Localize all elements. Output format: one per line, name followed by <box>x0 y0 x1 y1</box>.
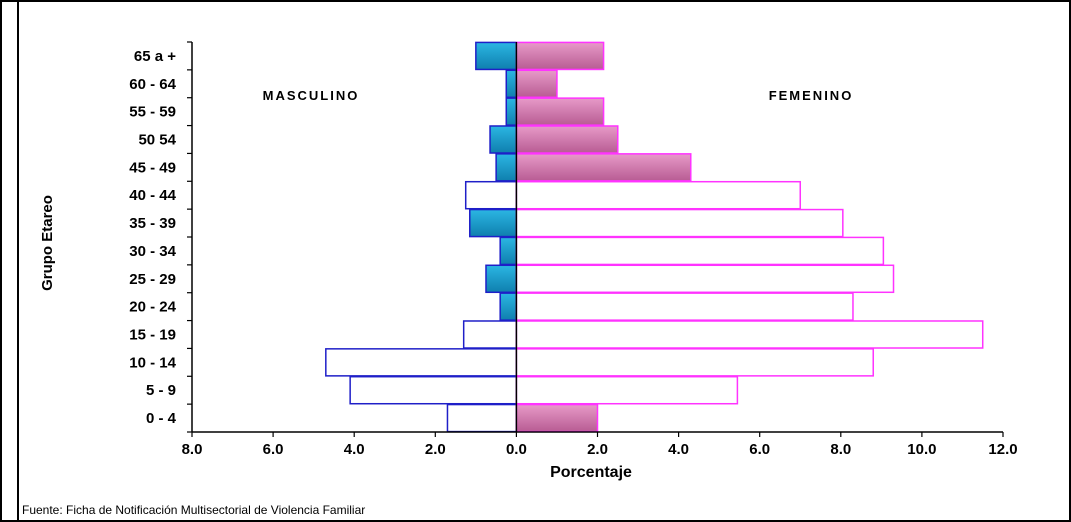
y-tick-label: 30 - 34 <box>129 243 176 260</box>
y-tick-label: 45 - 49 <box>129 159 176 176</box>
x-tick-label: 8.0 <box>182 441 203 458</box>
y-tick-label: 65 a + <box>134 48 176 65</box>
bar-femenino <box>515 97 605 126</box>
bar-femenino <box>515 125 619 154</box>
bar-femenino <box>515 320 984 349</box>
bar-femenino <box>515 348 874 377</box>
bar-masculino <box>499 292 518 321</box>
y-tick-label: 25 - 29 <box>129 271 176 288</box>
bar-masculino <box>462 320 518 349</box>
source-note: Fuente: Ficha de Notificación Multisecto… <box>22 503 365 517</box>
x-tick-label: 2.0 <box>587 441 608 458</box>
bar-femenino <box>515 153 692 182</box>
y-tick-label: 60 - 64 <box>129 76 176 93</box>
bar-femenino <box>515 236 885 266</box>
x-tick-label: 10.0 <box>907 441 936 458</box>
y-tick-label: 55 - 59 <box>129 104 176 121</box>
bar-masculino <box>349 375 518 405</box>
bar-femenino <box>515 69 558 99</box>
bar-masculino <box>475 41 518 71</box>
y-tick-label: 40 - 44 <box>129 187 176 204</box>
y-tick-label: 15 - 19 <box>129 327 176 344</box>
y-tick-label: 50 54 <box>138 132 176 149</box>
y-tick-label: 35 - 39 <box>129 215 176 232</box>
bar-femenino <box>515 403 599 433</box>
x-tick-label: 8.0 <box>830 441 851 458</box>
x-tick-label: 6.0 <box>263 441 284 458</box>
bar-masculino <box>495 153 518 182</box>
bar-masculino <box>464 180 518 210</box>
bar-femenino <box>515 180 802 210</box>
bar-femenino <box>515 41 605 71</box>
bar-masculino <box>485 264 518 294</box>
bar-masculino <box>505 97 518 126</box>
bar-masculino <box>499 236 518 266</box>
x-tick-label: 12.0 <box>988 441 1017 458</box>
femenino-label: FEMENINO <box>769 88 854 103</box>
bar-femenino <box>515 292 854 321</box>
bar-femenino <box>515 208 844 238</box>
bar-femenino <box>515 375 739 405</box>
plot-area: 65 a + 60 - 64 55 - 59 50 54 45 - 49 40 - 44 3… <box>129 41 1018 458</box>
x-tick-label: 2.0 <box>425 441 446 458</box>
bar-masculino <box>469 208 518 238</box>
x-tick-label: 4.0 <box>344 441 365 458</box>
bar-masculino <box>325 348 518 377</box>
y-tick-label: 5 - 9 <box>146 382 176 399</box>
bar-masculino <box>489 125 518 154</box>
x-tick-label: 4.0 <box>668 441 689 458</box>
y-tick-label: 20 - 24 <box>129 299 176 316</box>
x-axis-title: Porcentaje <box>550 464 632 481</box>
y-axis-title: Grupo Etareo <box>39 195 56 291</box>
x-tick-label: 0.0 <box>506 441 527 458</box>
x-tick-label: 6.0 <box>749 441 770 458</box>
bar-masculino <box>505 69 518 99</box>
bar-femenino <box>515 264 895 294</box>
masculino-label: MASCULINO <box>263 88 360 103</box>
y-tick-label: 10 - 14 <box>129 354 176 371</box>
bar-masculino <box>446 403 518 433</box>
y-tick-label: 0 - 4 <box>146 410 177 427</box>
